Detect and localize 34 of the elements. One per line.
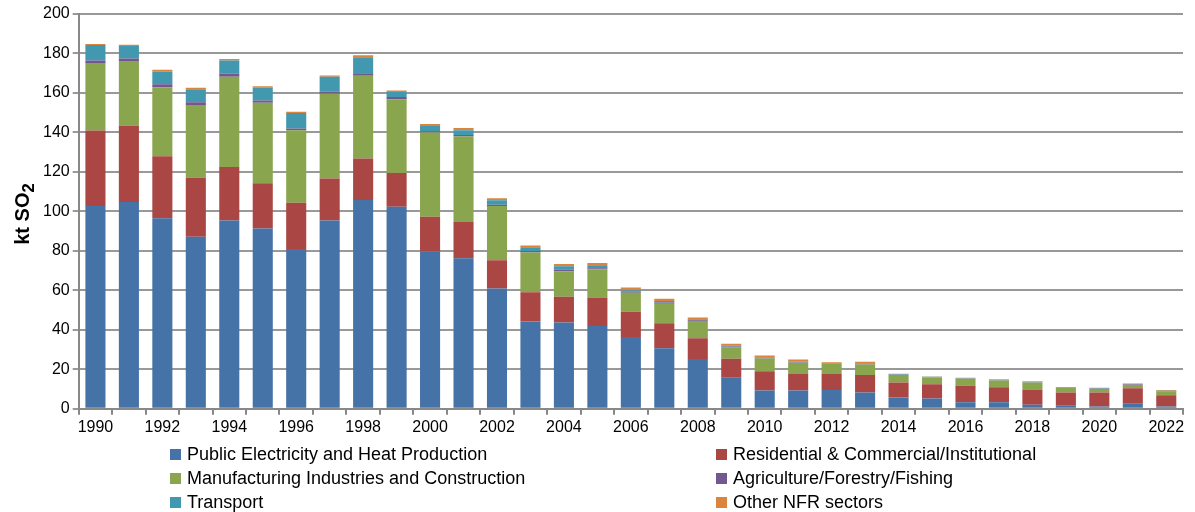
x-tick-label: 1990 [77, 417, 114, 435]
x-tick-label: 2010 [746, 417, 783, 435]
y-tick-label: 180 [42, 43, 70, 61]
y-tick-label: 120 [42, 162, 70, 180]
y-tick-label: 80 [51, 241, 70, 259]
legend-label: Transport [187, 491, 264, 512]
x-tick-label: 1998 [345, 417, 382, 435]
x-tick-label: 2008 [679, 417, 716, 435]
x-tick-label: 1994 [211, 417, 248, 435]
y-tick-label: 20 [51, 359, 70, 377]
x-tick-label: 2018 [1014, 417, 1051, 435]
legend-label: Agriculture/Forestry/Fishing [733, 467, 954, 489]
x-tick-label: 2004 [546, 417, 582, 435]
x-tick-label: 2020 [1081, 417, 1118, 435]
legend-label: Public Electricity and Heat Production [187, 443, 488, 465]
legend-label: Residential & Commercial/Institutional [733, 443, 1037, 465]
x-tick-label: 1992 [144, 417, 181, 435]
y-tick-label: 0 [60, 399, 70, 417]
y-tick-label: 100 [42, 201, 70, 219]
x-tick-label: 2000 [412, 417, 448, 435]
legend-label: Other NFR sectors [733, 491, 884, 512]
x-tick-label: 2012 [813, 417, 850, 435]
y-tick-label: 160 [42, 83, 70, 101]
x-tick-label: 2006 [613, 417, 649, 435]
x-tick-label: 2016 [947, 417, 984, 435]
y-tick-label: 200 [42, 4, 70, 22]
x-tick-label: 2002 [479, 417, 515, 435]
y-tick-label: 140 [42, 122, 70, 140]
x-tick-label: 1996 [278, 417, 315, 435]
legend-label: Manufacturing Industries and Construction [187, 467, 526, 489]
y-tick-label: 40 [51, 320, 70, 338]
y-tick-label: 60 [51, 280, 70, 298]
x-tick-label: 2014 [880, 417, 917, 435]
x-tick-label: 2022 [1148, 417, 1185, 435]
